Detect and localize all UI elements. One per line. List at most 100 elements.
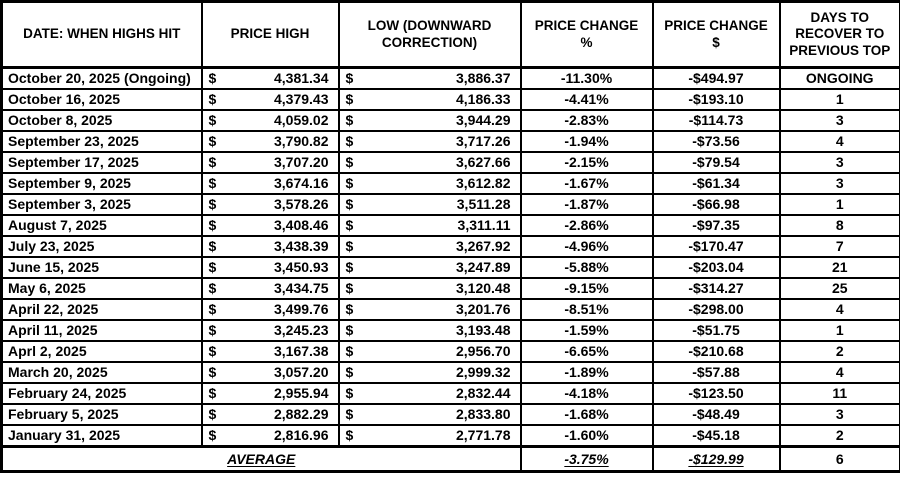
days-to-recover-cell: 3 [778,172,900,195]
price-high-value: 4,381.34 [274,70,329,86]
table-row: September 9, 2025 $3,674.16 $3,612.82 -1.67… [0,172,900,195]
low-correction-value: 2,771.78 [456,427,511,443]
price-high-value: 3,578.26 [274,196,329,212]
date-cell: Aprl 2, 2025 [0,340,203,363]
header-date: DATE: WHEN HIGHS HIT [0,0,203,69]
price-change-pct-cell: -1.67% [519,172,654,195]
dollar-sign: $ [208,154,217,170]
price-high-value: 3,434.75 [274,280,329,296]
price-high-cell: $2,955.94 [200,382,340,405]
low-correction-value: 3,267.92 [456,238,511,254]
price-change-pct-cell: -2.86% [519,214,654,237]
days-to-recover-cell: 3 [778,151,900,174]
price-change-pct-cell: -2.83% [519,109,654,132]
header-low-correction: LOW (DOWNWARD CORRECTION) [337,0,522,69]
price-high-value: 3,499.76 [274,301,329,317]
price-change-usd-cell: -$48.49 [651,403,781,426]
low-correction-value: 2,833.80 [456,406,511,422]
low-correction-value: 3,886.37 [456,70,511,86]
price-change-pct-cell: -4.41% [519,88,654,111]
price-change-usd-cell: -$314.27 [651,277,781,300]
price-change-usd-cell: -$494.97 [651,66,781,90]
price-change-pct-cell: -1.68% [519,403,654,426]
dollar-sign: $ [208,112,217,128]
price-high-cell: $4,379.43 [200,88,340,111]
header-days-to-recover: DAYS TO RECOVER TO PREVIOUS TOP [778,0,900,69]
dollar-sign: $ [208,238,217,254]
price-change-pct-cell: -1.89% [519,361,654,384]
date-cell: September 3, 2025 [0,193,203,216]
low-correction-cell: $2,999.32 [337,361,522,384]
days-to-recover-cell: 1 [778,88,900,111]
price-change-usd-cell: -$114.73 [651,109,781,132]
price-high-cell: $3,434.75 [200,277,340,300]
low-correction-cell: $4,186.33 [337,88,522,111]
price-high-cell: $3,408.46 [200,214,340,237]
dollar-sign: $ [345,70,354,86]
dollar-sign: $ [345,112,354,128]
low-correction-value: 3,944.29 [456,112,511,128]
dollar-sign: $ [345,91,354,107]
header-row: DATE: WHEN HIGHS HIT PRICE HIGH LOW (DOW… [0,0,900,69]
price-change-pct-cell: -9.15% [519,277,654,300]
low-correction-value: 3,201.76 [456,301,511,317]
price-high-value: 3,450.93 [274,259,329,275]
price-high-cell: $3,578.26 [200,193,340,216]
table-row: April 22, 2025 $3,499.76 $3,201.76 -8.51% -$… [0,298,900,321]
price-high-cell: $4,059.02 [200,109,340,132]
price-change-usd-cell: -$61.34 [651,172,781,195]
price-high-cell: $2,882.29 [200,403,340,426]
price-change-pct-cell: -4.18% [519,382,654,405]
price-high-value: 3,057.20 [274,364,329,380]
date-cell: March 20, 2025 [0,361,203,384]
price-high-cell: $3,790.82 [200,130,340,153]
dollar-sign: $ [345,133,354,149]
low-correction-cell: $3,120.48 [337,277,522,300]
low-correction-cell: $2,771.78 [337,424,522,448]
average-label: AVERAGE [0,445,522,473]
price-change-usd-cell: -$79.54 [651,151,781,174]
price-change-usd-cell: -$73.56 [651,130,781,153]
date-cell: April 22, 2025 [0,298,203,321]
price-high-value: 3,674.16 [274,175,329,191]
table-header: DATE: WHEN HIGHS HIT PRICE HIGH LOW (DOW… [0,0,900,69]
header-price-change-pct: PRICE CHANGE % [519,0,654,69]
dollar-sign: $ [345,175,354,191]
dollar-sign: $ [208,175,217,191]
dollar-sign: $ [345,406,354,422]
date-cell: September 9, 2025 [0,172,203,195]
date-cell: August 7, 2025 [0,214,203,237]
dollar-sign: $ [345,343,354,359]
low-correction-cell: $3,612.82 [337,172,522,195]
header-price-high: PRICE HIGH [200,0,340,69]
price-high-value: 3,790.82 [274,133,329,149]
price-change-pct-cell: -2.15% [519,151,654,174]
low-correction-cell: $3,267.92 [337,235,522,258]
date-cell: January 31, 2025 [0,424,203,448]
days-to-recover-cell: 2 [778,340,900,363]
price-change-pct-cell: -6.65% [519,340,654,363]
price-change-usd-cell: -$51.75 [651,319,781,342]
header-price-change-usd: PRICE CHANGE $ [651,0,781,69]
average-days: 6 [778,445,900,473]
dollar-sign: $ [345,238,354,254]
days-to-recover-cell: 3 [778,403,900,426]
low-correction-cell: $3,627.66 [337,151,522,174]
table-row: August 7, 2025 $3,408.46 $3,311.11 -2.86% -$… [0,214,900,237]
table-row: October 20, 2025 (Ongoing) $4,381.34 $3,88… [0,66,900,90]
dollar-sign: $ [208,322,217,338]
table-row: June 15, 2025 $3,450.93 $3,247.89 -5.88% -$2… [0,256,900,279]
date-cell: February 5, 2025 [0,403,203,426]
dollar-sign: $ [208,343,217,359]
price-high-cell: $3,499.76 [200,298,340,321]
table-row: October 16, 2025 $4,379.43 $4,186.33 -4.41%… [0,88,900,111]
low-correction-cell: $3,717.26 [337,130,522,153]
date-cell: October 16, 2025 [0,88,203,111]
low-correction-value: 3,247.89 [456,259,511,275]
price-high-cell: $3,450.93 [200,256,340,279]
low-correction-value: 3,120.48 [456,280,511,296]
date-cell: July 23, 2025 [0,235,203,258]
price-high-cell: $3,167.38 [200,340,340,363]
dollar-sign: $ [208,301,217,317]
dollar-sign: $ [208,91,217,107]
